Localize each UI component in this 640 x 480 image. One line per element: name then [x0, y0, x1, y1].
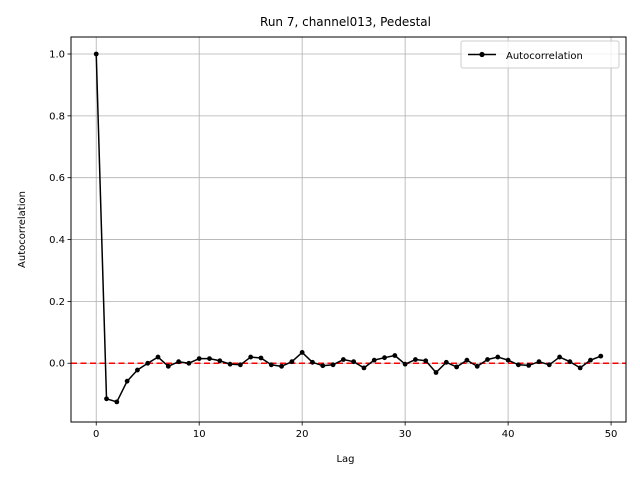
data-point [227, 361, 233, 367]
data-point [207, 356, 212, 362]
data-point [546, 362, 552, 368]
grid [71, 37, 626, 422]
data-point [165, 363, 171, 369]
data-point [93, 51, 99, 57]
data-point [114, 399, 120, 405]
legend: Autocorrelation [460, 40, 620, 69]
axis-ticks: 0 10 20 30 40 50 0.0 0.2 0.4 0.6 0.8 1.0 [49, 50, 617, 440]
data-point [485, 357, 490, 362]
y-tick-label: 1.0 [49, 50, 65, 61]
x-tick-label: 40 [502, 429, 515, 440]
data-point [515, 362, 521, 368]
data-point [248, 354, 254, 360]
data-point [104, 396, 109, 402]
data-point [567, 359, 573, 365]
data-point [340, 357, 346, 362]
data-point [196, 356, 202, 362]
y-tick-label: 0.8 [49, 111, 65, 122]
data-point [588, 357, 593, 363]
data-point [330, 362, 336, 368]
series-layer [93, 51, 604, 405]
data-point [443, 359, 449, 365]
data-point [413, 357, 418, 362]
legend-box [460, 40, 620, 69]
data-point [464, 357, 470, 363]
data-point [155, 354, 161, 360]
chart-title: Run 7, channel013, Pedestal [260, 15, 431, 29]
data-point [176, 359, 182, 365]
plot-area-frame [70, 36, 627, 423]
data-point [145, 360, 151, 366]
data-point [423, 358, 429, 364]
data-point [495, 354, 501, 360]
data-point [351, 359, 357, 365]
data-point [289, 359, 295, 365]
y-tick-label: 0.0 [49, 359, 65, 370]
y-axis-title: Autocorrelation [17, 191, 28, 268]
data-point [392, 353, 398, 358]
data-point [577, 365, 583, 371]
data-point [536, 359, 542, 365]
data-point [124, 378, 130, 384]
x-tick-label: 10 [193, 429, 206, 440]
data-point [217, 358, 223, 364]
data-point [526, 363, 532, 368]
data-point [371, 357, 377, 363]
data-point [474, 363, 480, 369]
data-point [433, 370, 439, 375]
data-point [598, 353, 604, 359]
data-point [402, 361, 408, 367]
data-point [505, 357, 511, 363]
legend-label-autocorrelation: Autocorrelation [506, 51, 583, 62]
y-tick-label: 0.6 [49, 173, 65, 184]
x-tick-label: 20 [296, 429, 309, 440]
data-point [237, 362, 243, 368]
data-point [258, 355, 264, 361]
data-point [382, 355, 387, 361]
data-point [557, 354, 562, 360]
data-point [361, 365, 367, 371]
data-point [299, 350, 305, 355]
y-tick-label: 0.4 [49, 235, 65, 246]
data-point [186, 360, 192, 366]
x-tick-label: 30 [399, 429, 412, 440]
y-tick-label: 0.2 [49, 297, 65, 308]
data-point [135, 367, 140, 373]
data-point [320, 363, 326, 369]
data-point [454, 364, 460, 370]
x-axis-title: Lag [336, 454, 354, 465]
x-tick-label: 0 [93, 429, 99, 440]
data-point [268, 362, 274, 368]
data-point [310, 359, 315, 365]
data-point [279, 363, 284, 369]
legend-marker-swatch [479, 51, 485, 58]
x-tick-label: 50 [605, 429, 618, 440]
